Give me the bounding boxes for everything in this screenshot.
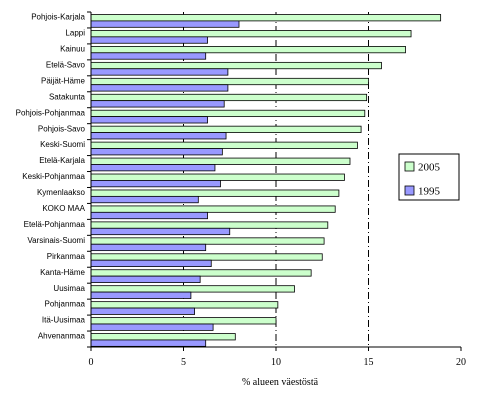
x-tick-label: 10 xyxy=(271,357,281,368)
legend-swatch-2005 xyxy=(404,161,415,172)
legend-label-1995: 1995 xyxy=(418,186,441,198)
category-label: Itä-Uusimaa xyxy=(42,316,86,325)
category-label: Kymenlaakso xyxy=(37,188,86,197)
bar-2005 xyxy=(90,77,369,86)
category-label: Kanta-Häme xyxy=(40,268,85,277)
category-label: Varsinais-Suomi xyxy=(27,236,85,245)
tick-labels: 0 5 10 15 20 xyxy=(89,347,466,368)
bar-2005 xyxy=(90,205,336,213)
category-label: Kainuu xyxy=(60,44,85,53)
bar-2005 xyxy=(90,269,312,277)
bar-1995 xyxy=(90,275,201,283)
bar-2005 xyxy=(90,14,442,22)
legend-label-2005: 2005 xyxy=(418,162,441,174)
bar-1995 xyxy=(90,259,212,267)
category-label: Etelä-Savo xyxy=(46,60,86,69)
bars xyxy=(90,14,442,347)
legend-swatch-1995 xyxy=(404,185,415,196)
bar-1995 xyxy=(90,243,207,252)
category-label: Keski-Suomi xyxy=(40,140,85,149)
bar-1995 xyxy=(90,291,192,299)
bar-1995 xyxy=(90,100,225,108)
category-label: Pohjois-Karjala xyxy=(31,13,85,22)
bar-2005 xyxy=(90,237,325,245)
category-label: Etelä-Karjala xyxy=(39,156,85,165)
category-labels: Pohjois-Karjala Lappi Kainuu Etelä-Savo Päij… xyxy=(16,13,86,341)
bar-2005 xyxy=(90,221,329,229)
category-label: Ahvenanmaa xyxy=(38,332,86,341)
category-label: Pirkanmaa xyxy=(47,252,86,261)
bar-2005 xyxy=(90,253,323,261)
category-label: Päijät-Häme xyxy=(41,76,86,85)
category-label: Pohjois-Savo xyxy=(38,124,86,133)
bar-1995 xyxy=(90,84,229,92)
bar-2005 xyxy=(90,317,277,325)
bar-1995 xyxy=(90,195,199,204)
bar-1995 xyxy=(90,227,231,236)
category-label: KOKO MAA xyxy=(42,204,85,213)
x-tick-label: 20 xyxy=(456,357,466,368)
category-label: Lappi xyxy=(65,29,85,38)
bar-2005 xyxy=(90,285,295,293)
category-label: Uusimaa xyxy=(53,284,85,293)
bar-2005 xyxy=(90,93,368,102)
bar-2005 xyxy=(90,141,358,149)
bar-2005 xyxy=(90,301,279,309)
bar-2005 xyxy=(90,125,362,133)
bar-1995 xyxy=(90,323,214,331)
category-label: Pohjanmaa xyxy=(45,300,86,309)
bar-1995 xyxy=(90,180,221,188)
bar-1995 xyxy=(90,339,207,347)
bar-2005 xyxy=(90,173,345,181)
x-axis-title: % alueen väestöstä xyxy=(242,377,319,388)
bar-1995 xyxy=(90,68,229,76)
axes xyxy=(87,11,461,348)
bar-1995 xyxy=(90,36,208,44)
x-tick-label: 15 xyxy=(364,357,374,368)
bar-2005 xyxy=(90,61,382,70)
category-label: Etelä-Pohjanmaa xyxy=(24,220,86,229)
bar-1995 xyxy=(90,20,240,28)
category-label: Keski-Pohjanmaa xyxy=(22,172,85,181)
bar-2005 xyxy=(90,189,340,197)
bar-1995 xyxy=(90,52,207,60)
bar-1995 xyxy=(90,164,216,172)
bar-2005 xyxy=(90,157,351,165)
legend: 2005 1995 xyxy=(398,153,460,201)
bar-2005 xyxy=(90,30,412,38)
bar-1995 xyxy=(90,148,223,156)
bar-2005 xyxy=(90,46,406,54)
x-tick-label: 0 xyxy=(89,357,94,368)
bar-2005 xyxy=(90,333,236,341)
category-label: Pohjois-Pohjanmaa xyxy=(16,108,86,117)
bar-1995 xyxy=(90,211,208,220)
x-tick-label: 5 xyxy=(181,357,186,368)
bar-1995 xyxy=(90,116,208,124)
bar-2005 xyxy=(90,109,366,118)
bar-1995 xyxy=(90,132,227,140)
bar-1995 xyxy=(90,307,195,315)
category-label: Satakunta xyxy=(49,92,86,101)
